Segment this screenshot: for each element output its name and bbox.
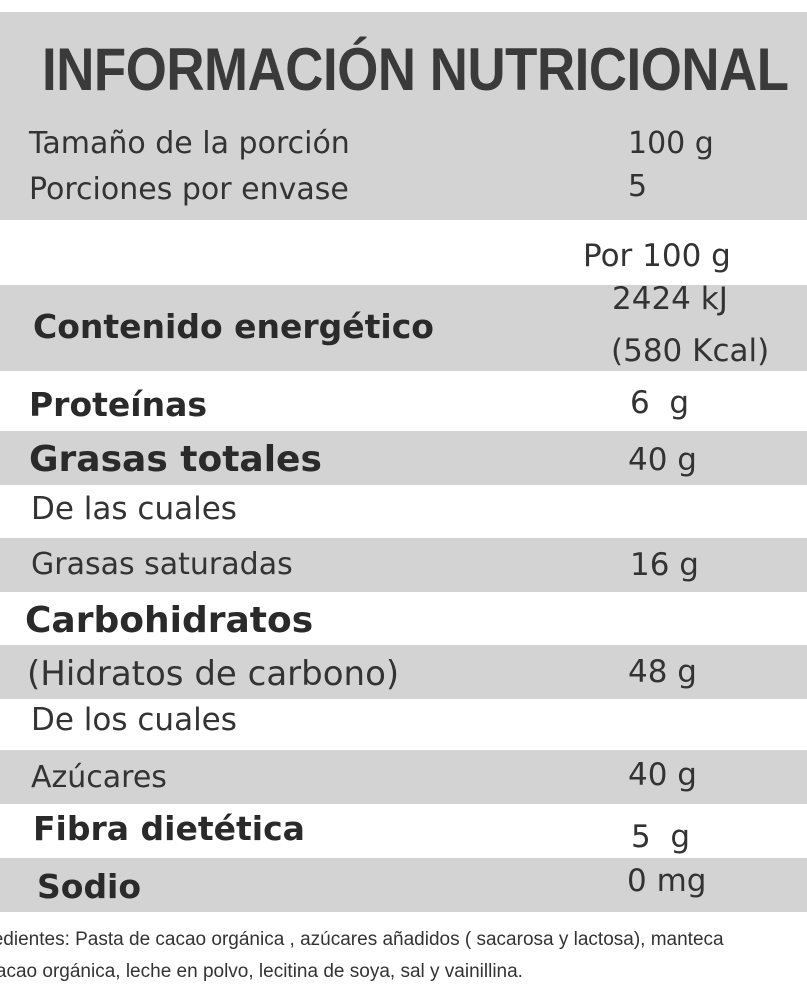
ingredients-text: Ingredientes: Pasta de cacao orgánica , …	[0, 924, 807, 988]
header-band	[0, 12, 807, 220]
fat-value: 40 g	[628, 442, 697, 478]
ingredients-line-1: Ingredientes: Pasta de cacao orgánica , …	[0, 929, 724, 950]
energy-value-kj: 2424 kJ	[612, 281, 728, 317]
servings-per-pack-value: 5	[628, 169, 648, 204]
ingredients-line-2: de cacao orgánica, leche en polvo, lecit…	[0, 961, 523, 982]
fat-of-which-label: De las cuales	[31, 491, 237, 527]
saturated-value: 16 g	[630, 547, 699, 583]
fat-band	[0, 431, 807, 485]
fiber-value: 5 g	[631, 819, 691, 855]
column-header: Por 100 g	[583, 238, 731, 274]
sodium-value: 0 mg	[627, 863, 707, 899]
protein-value: 6 g	[630, 385, 690, 421]
servings-per-pack-label: Porciones por envase	[29, 172, 349, 207]
sugars-label: Azúcares	[31, 760, 167, 795]
energy-label: Contenido energético	[33, 307, 434, 346]
serving-size-value: 100 g	[628, 126, 714, 161]
carbs-alt-value: 48 g	[628, 654, 697, 690]
carbs-alt-band	[0, 645, 807, 699]
serving-size-label: Tamaño de la porción	[29, 126, 350, 161]
saturated-label: Grasas saturadas	[31, 547, 293, 582]
page-title: INFORMACIÓN NUTRICIONAL	[42, 36, 789, 103]
carbs-of-which-label: De los cuales	[31, 702, 237, 738]
energy-value-kcal: (580 Kcal)	[611, 333, 770, 369]
saturated-band	[0, 538, 807, 592]
sugars-band	[0, 750, 807, 804]
energy-band	[0, 285, 807, 371]
fiber-label: Fibra dietética	[33, 809, 305, 848]
carbs-label: Carbohidratos	[25, 600, 314, 641]
sugars-value: 40 g	[628, 757, 697, 793]
sodium-label: Sodio	[37, 867, 142, 906]
fat-label: Grasas totales	[29, 439, 322, 480]
carbs-alt-label: (Hidratos de carbono)	[27, 654, 400, 694]
protein-label: Proteínas	[29, 385, 208, 424]
sodium-band	[0, 858, 807, 912]
